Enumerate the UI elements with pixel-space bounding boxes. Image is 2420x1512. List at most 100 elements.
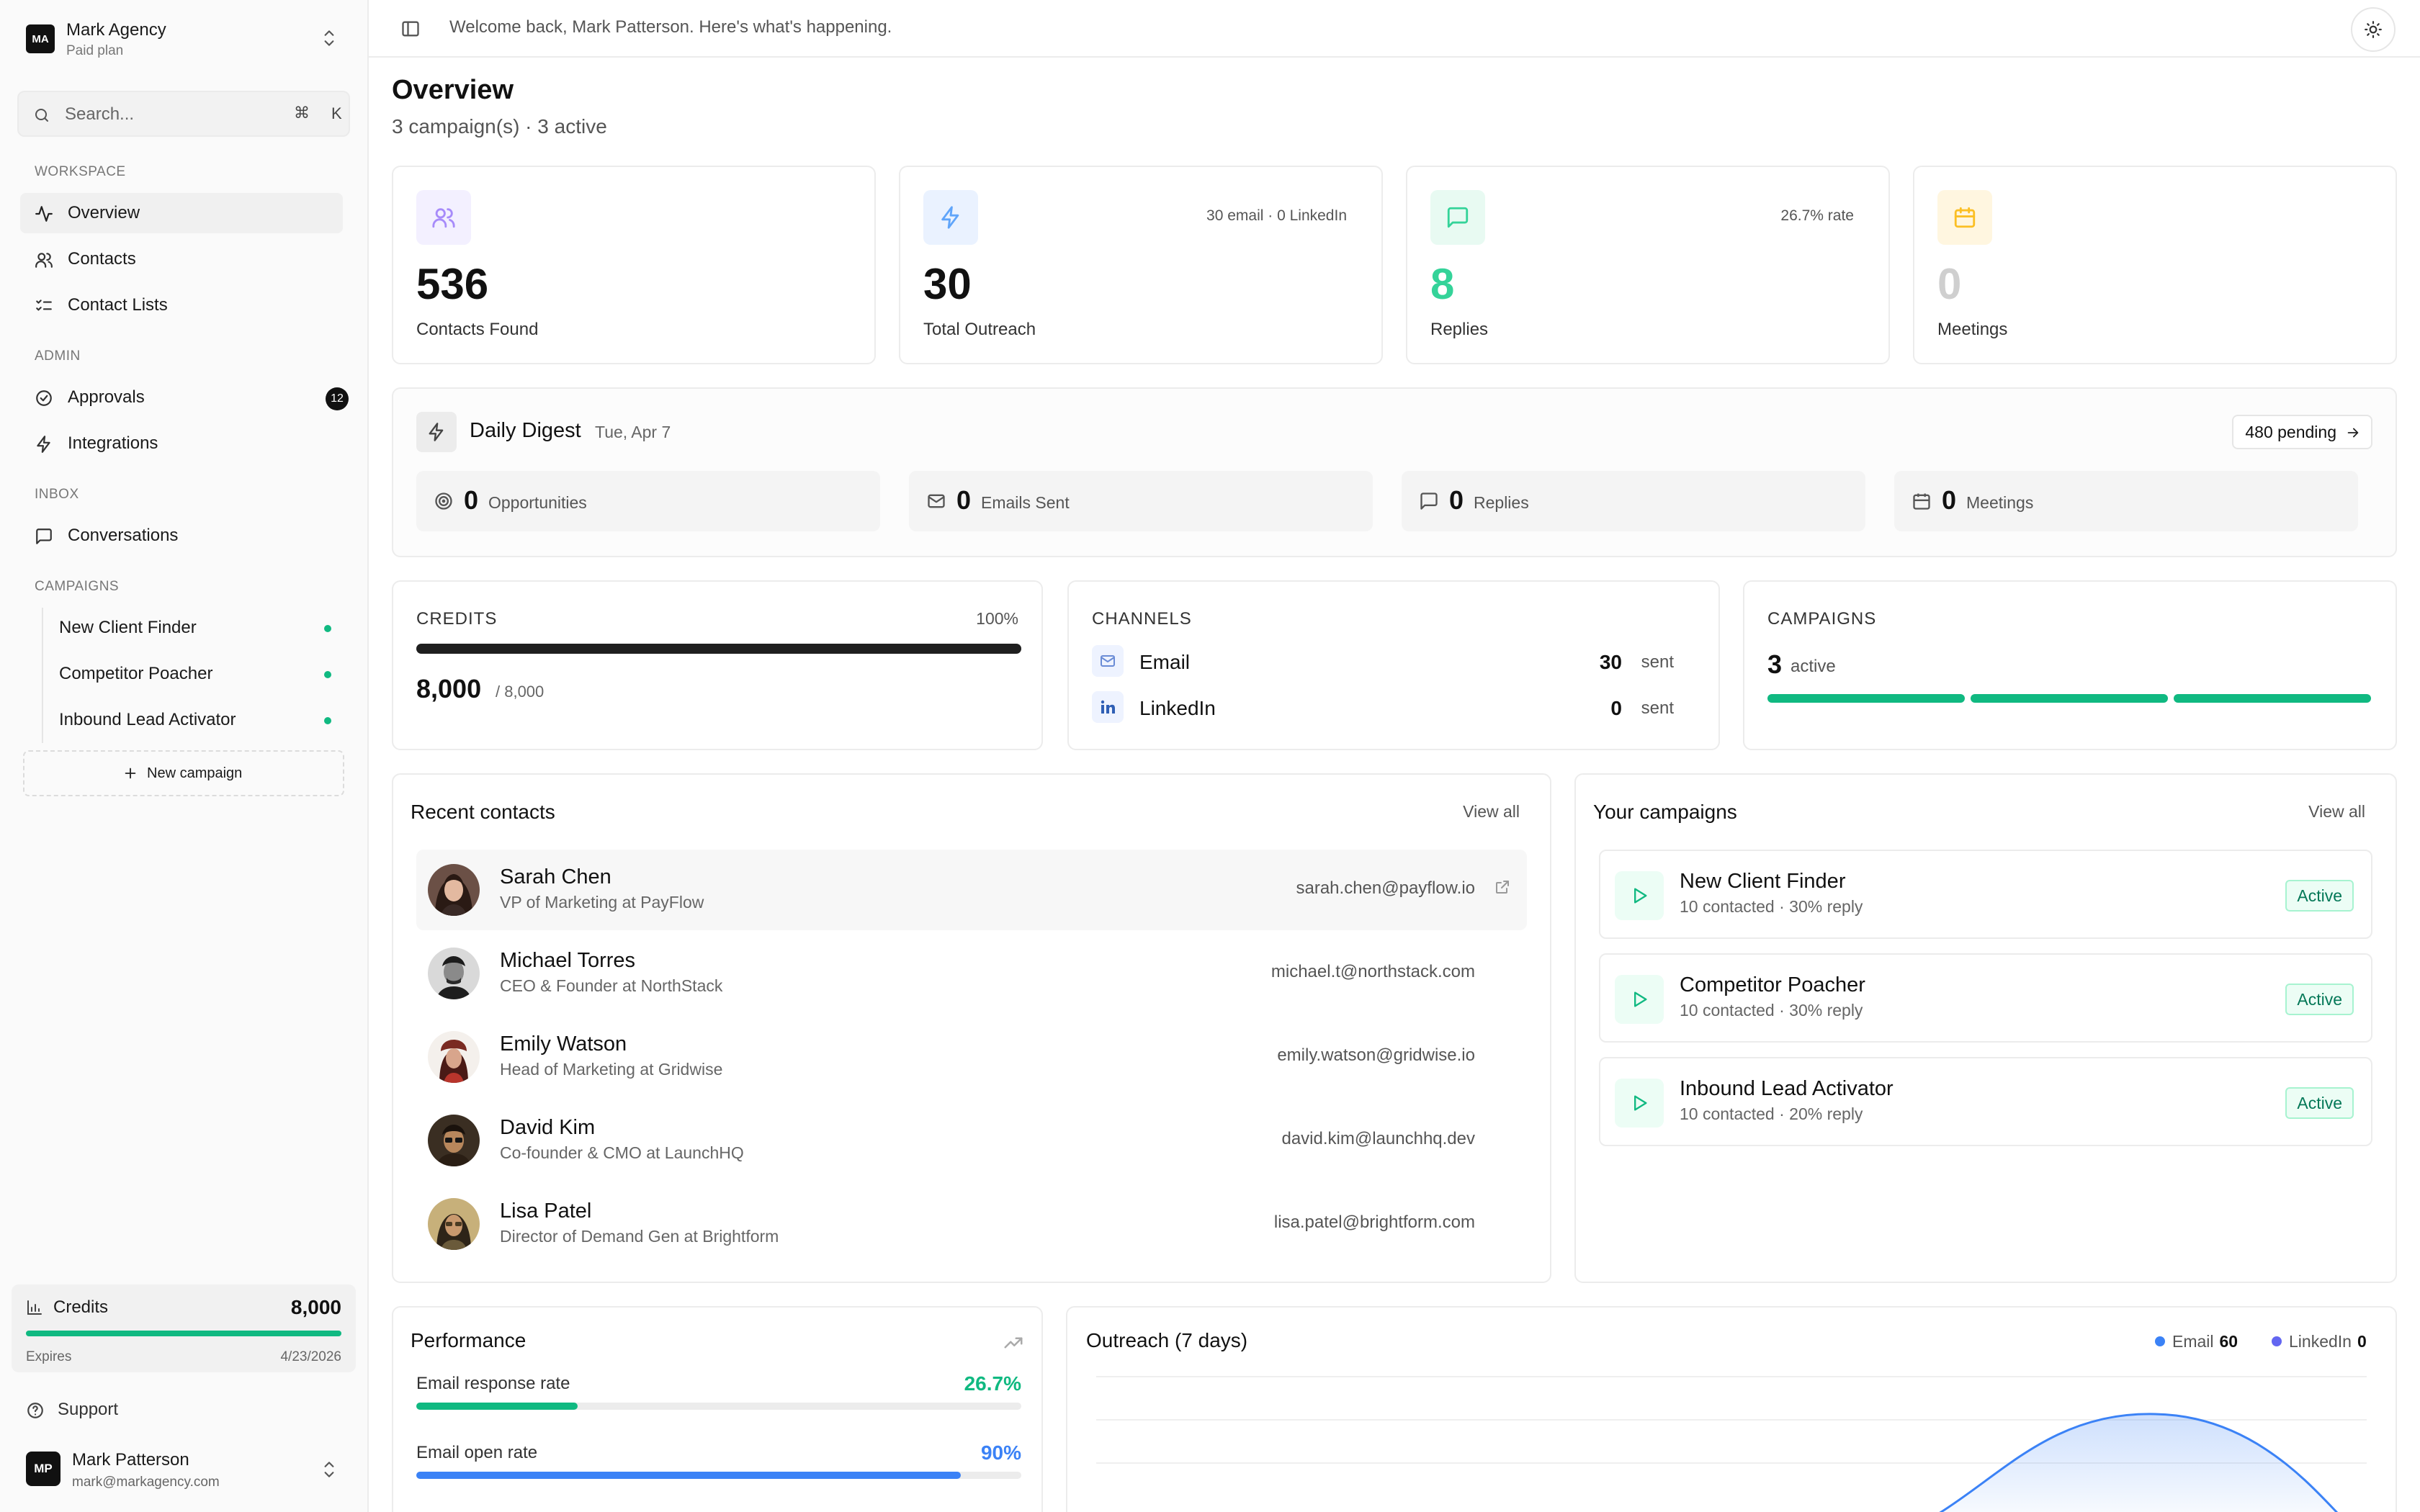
chevrons-up-down-icon xyxy=(320,1459,339,1480)
org-name[interactable]: Mark Agency xyxy=(66,20,166,40)
digest-metric-value: 0 xyxy=(464,485,479,515)
play-icon[interactable] xyxy=(1615,975,1664,1024)
campaign-name: New Client Finder xyxy=(1680,870,1846,893)
contact-role: VP of Marketing at PayFlow xyxy=(500,893,704,912)
table-row[interactable]: Lisa Patel Director of Demand Gen at Bri… xyxy=(416,1184,1527,1264)
table-row[interactable]: David Kim Co-founder & CMO at LaunchHQ d… xyxy=(416,1100,1527,1181)
status-dot xyxy=(324,717,331,724)
status-dot xyxy=(324,671,331,678)
campaign-progress-segment xyxy=(1767,694,1965,703)
sidebar-toggle-icon[interactable] xyxy=(400,19,421,39)
page-title: Overview xyxy=(392,75,514,105)
performance-title: Performance xyxy=(411,1329,526,1351)
play-icon[interactable] xyxy=(1615,1079,1664,1128)
email-series-area xyxy=(1941,1413,2337,1512)
credits-expires-date: 4/23/2026 xyxy=(280,1349,341,1364)
sidebar-item-approvals[interactable]: Approvals 12 xyxy=(20,377,349,418)
org-logo[interactable]: MA xyxy=(26,24,55,53)
stat-card-replies[interactable]: 26.7% rate 8 Replies xyxy=(1406,166,1890,364)
digest-metric-label: Emails Sent xyxy=(981,493,1070,512)
top-bar: Welcome back, Mark Patterson. Here's wha… xyxy=(369,0,2420,58)
stat-card-outreach[interactable]: 30 email · 0 LinkedIn 30 Total Outreach xyxy=(899,166,1383,364)
sidebar-campaign-item[interactable]: New Client Finder xyxy=(35,608,343,648)
performance-value: 90% xyxy=(980,1441,1021,1464)
table-row[interactable]: Michael Torres CEO & Founder at NorthSta… xyxy=(416,933,1527,1014)
target-icon xyxy=(434,491,454,511)
sidebar-item-overview[interactable]: Overview xyxy=(20,193,343,233)
campaign-name: Inbound Lead Activator xyxy=(1680,1077,1894,1100)
credits-expires-label: Expires xyxy=(26,1349,72,1364)
theme-toggle-button[interactable] xyxy=(2351,7,2396,52)
mail-icon xyxy=(1092,645,1124,677)
stat-label: Total Outreach xyxy=(923,320,1036,339)
digest-metric-label: Meetings xyxy=(1966,493,2034,512)
campaign-meta: 10 contacted · 20% reply xyxy=(1680,1104,1863,1123)
outreach-title: Outreach (7 days) xyxy=(1086,1329,1248,1351)
section-label-workspace: WORKSPACE xyxy=(35,164,126,179)
stat-card-meetings[interactable]: 0 Meetings xyxy=(1913,166,2397,364)
digest-date: Tue, Apr 7 xyxy=(595,423,671,441)
users-icon xyxy=(416,190,471,245)
digest-metric-emails-sent: 0 Emails Sent xyxy=(909,471,1373,531)
table-row[interactable]: Sarah Chen VP of Marketing at PayFlow sa… xyxy=(416,850,1527,930)
credits-percent: 100% xyxy=(976,609,1018,628)
channel-row-linkedin: LinkedIn 0 sent xyxy=(1092,691,1697,726)
campaign-row[interactable]: Competitor Poacher 10 contacted · 30% re… xyxy=(1599,953,2372,1043)
sidebar-item-label: Contacts xyxy=(68,249,136,269)
avatar xyxy=(428,948,480,999)
digest-metric-meetings: 0 Meetings xyxy=(1894,471,2358,531)
view-all-campaigns-link[interactable]: View all xyxy=(2308,802,2365,821)
performance-value: 26.7% xyxy=(964,1372,1021,1395)
search-placeholder: Search... xyxy=(65,104,135,124)
credits-card-label: CREDITS xyxy=(416,609,498,629)
credits-total: / 8,000 xyxy=(496,683,544,701)
play-icon[interactable] xyxy=(1615,871,1664,920)
external-link-icon[interactable] xyxy=(1494,878,1511,896)
message-square-icon xyxy=(1419,491,1439,511)
contact-name: David Kim xyxy=(500,1116,596,1139)
sidebar-item-conversations[interactable]: Conversations xyxy=(20,516,343,556)
legend-count: 0 xyxy=(2357,1332,2367,1351)
sidebar-item-integrations[interactable]: Integrations xyxy=(20,423,343,464)
performance-progress-fill xyxy=(416,1403,578,1410)
channel-count: 0 xyxy=(1610,697,1622,719)
sidebar-campaign-item[interactable]: Inbound Lead Activator xyxy=(35,700,343,740)
legend-item-email[interactable]: Email 60 xyxy=(2155,1332,2238,1351)
stat-value: 0 xyxy=(1937,260,1962,308)
campaign-meta: 10 contacted · 30% reply xyxy=(1680,1001,1863,1020)
sidebar-credits[interactable]: Credits 8,000 Expires 4/23/2026 xyxy=(12,1284,356,1372)
sidebar-campaign-item[interactable]: Competitor Poacher xyxy=(35,654,343,694)
sidebar-item-contact-lists[interactable]: Contact Lists xyxy=(20,285,343,325)
legend-dot xyxy=(2155,1336,2165,1346)
search-input[interactable]: Search... ⌘ K xyxy=(17,91,350,137)
page-subtitle: 3 campaign(s) · 3 active xyxy=(392,115,607,138)
pending-button[interactable]: 480 pending xyxy=(2232,415,2372,449)
avatar: MP xyxy=(26,1452,60,1486)
users-icon xyxy=(35,251,53,269)
campaigns-card-label: CAMPAIGNS xyxy=(1767,609,1877,629)
new-campaign-button[interactable]: New campaign xyxy=(23,750,344,796)
search-icon xyxy=(33,107,50,124)
performance-label: Email open rate xyxy=(416,1443,538,1462)
stat-card-contacts[interactable]: 536 Contacts Found xyxy=(392,166,876,364)
legend-item-linkedin[interactable]: LinkedIn 0 xyxy=(2272,1332,2367,1351)
digest-metric-label: Opportunities xyxy=(488,493,587,512)
sidebar-item-label: Overview xyxy=(68,203,140,222)
credits-progress xyxy=(26,1331,341,1336)
digest-metric-opportunities: 0 Opportunities xyxy=(416,471,880,531)
user-menu[interactable]: MP Mark Patterson mark@markagency.com xyxy=(0,1440,369,1503)
arrow-right-icon xyxy=(2345,425,2361,441)
approvals-count-badge: 12 xyxy=(326,387,349,410)
sidebar-item-contacts[interactable]: Contacts xyxy=(20,239,343,279)
campaign-row[interactable]: New Client Finder 10 contacted · 30% rep… xyxy=(1599,850,2372,939)
view-all-contacts-link[interactable]: View all xyxy=(1463,802,1520,821)
recent-contacts-card: Recent contacts View all Sarah Chen VP o… xyxy=(392,773,1551,1283)
status-badge: Active xyxy=(2285,1087,2354,1119)
campaign-progress-segment xyxy=(2174,694,2371,703)
table-row[interactable]: Emily Watson Head of Marketing at Gridwi… xyxy=(416,1017,1527,1097)
outreach-card: Outreach (7 days) Email 60 LinkedIn 0 xyxy=(1066,1306,2397,1512)
recent-contacts-title: Recent contacts xyxy=(411,801,555,823)
campaign-row[interactable]: Inbound Lead Activator 10 contacted · 20… xyxy=(1599,1057,2372,1146)
chevrons-up-down-icon[interactable] xyxy=(320,27,339,49)
digest-metric-value: 0 xyxy=(956,485,972,515)
